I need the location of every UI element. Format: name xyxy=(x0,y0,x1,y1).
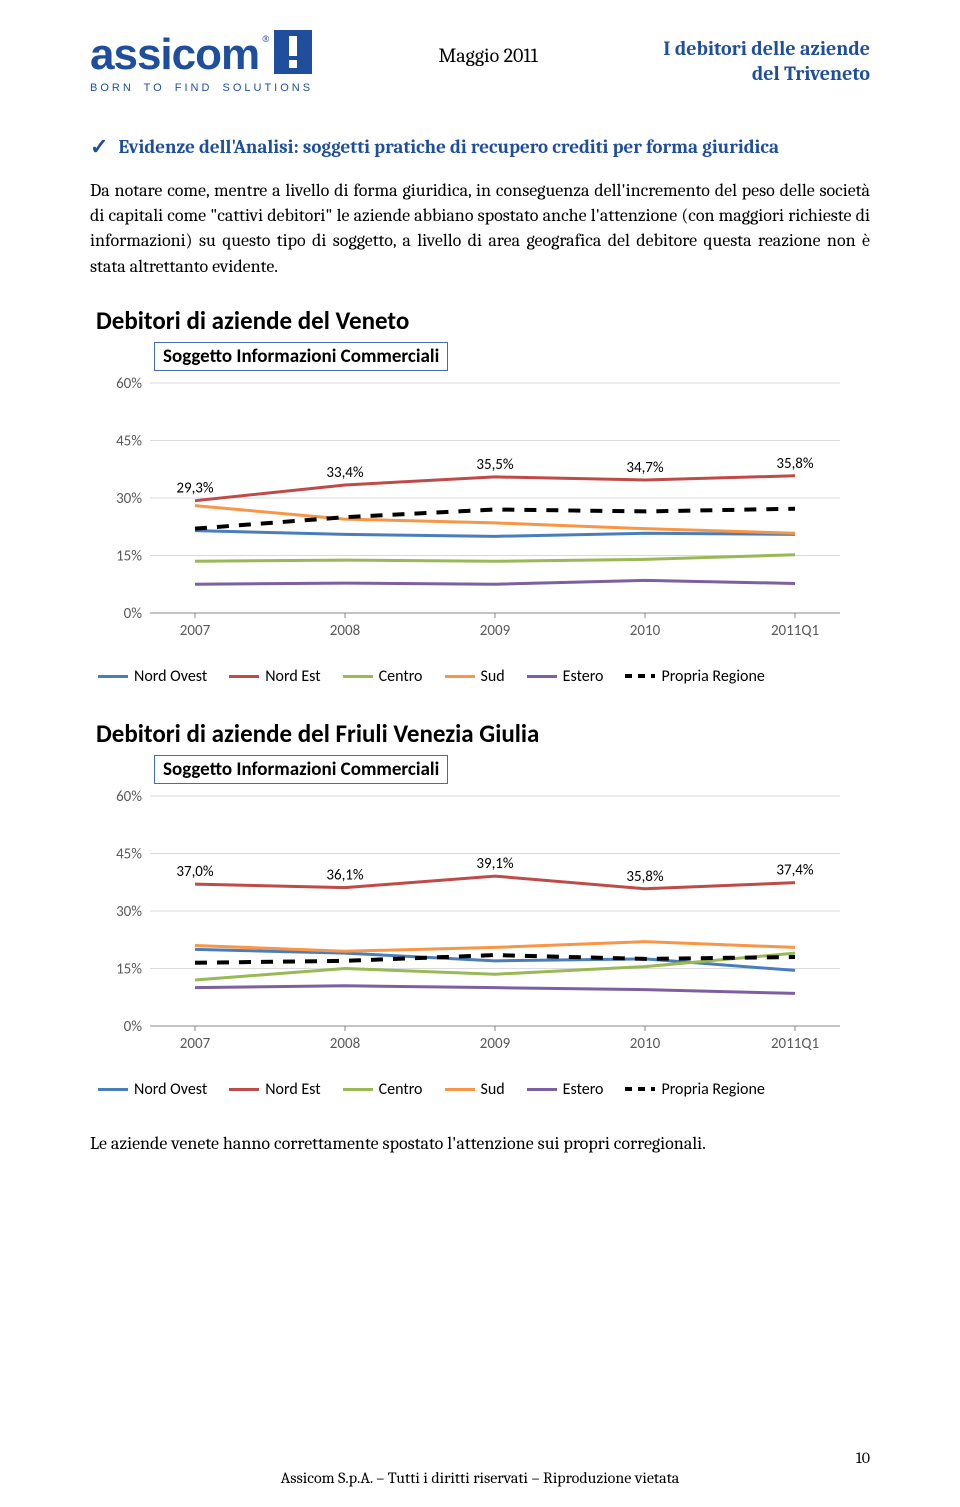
svg-text:60%: 60% xyxy=(116,788,142,806)
legend-label: Sud xyxy=(481,667,505,686)
legend-label: Centro xyxy=(379,1080,423,1099)
chart-fvg: Debitori di aziende del Friuli Venezia G… xyxy=(90,718,870,1103)
logo-text: assicom xyxy=(90,30,259,80)
legend-label: Nord Est xyxy=(265,1080,320,1099)
svg-text:35,5%: 35,5% xyxy=(476,456,514,474)
legend-item: Nord Ovest xyxy=(98,667,207,686)
svg-text:2007: 2007 xyxy=(180,622,211,640)
chart1-subtitle: Soggetto Informazioni Commerciali xyxy=(154,342,448,371)
svg-text:33,4%: 33,4% xyxy=(326,464,364,482)
legend-swatch xyxy=(527,1088,557,1091)
legend-label: Centro xyxy=(379,667,423,686)
svg-text:39,1%: 39,1% xyxy=(476,855,514,873)
legend-swatch xyxy=(527,675,557,678)
svg-text:60%: 60% xyxy=(116,375,142,393)
legend-swatch xyxy=(343,675,373,678)
chart2-legend: Nord Ovest Nord Est Centro Sud Estero Propria… xyxy=(90,1076,870,1103)
page-header: assicom ® BORN TO FIND SOLUTIONS Maggio … xyxy=(90,30,870,94)
svg-text:2008: 2008 xyxy=(330,622,360,640)
svg-text:0%: 0% xyxy=(124,1018,143,1036)
legend-label: Nord Est xyxy=(265,667,320,686)
chart1-svg: 0% 15% 30% 45% 60% 2007 2008 2009 2010 2011Q1 29,3… xyxy=(90,373,860,663)
legend-swatch xyxy=(229,675,259,678)
chart2-subtitle: Soggetto Informazioni Commerciali xyxy=(154,755,448,784)
logo-registered: ® xyxy=(261,32,270,45)
svg-text:2011Q1: 2011Q1 xyxy=(771,622,819,640)
legend-item: Estero xyxy=(527,1080,604,1099)
legend-swatch xyxy=(98,675,128,678)
legend-label: Estero xyxy=(563,667,604,686)
footer: 10 Assicom S.p.A. – Tutti i diritti rise… xyxy=(90,1469,870,1487)
legend-label: Sud xyxy=(481,1080,505,1099)
svg-text:2010: 2010 xyxy=(630,622,661,640)
svg-text:45%: 45% xyxy=(116,845,142,863)
chart2-title: Debitori di aziende del Friuli Venezia G… xyxy=(90,718,870,749)
svg-text:0%: 0% xyxy=(124,605,143,623)
svg-text:30%: 30% xyxy=(116,490,142,508)
legend-label: Propria Regione xyxy=(661,667,764,686)
legend-swatch xyxy=(98,1088,128,1091)
logo: assicom ® BORN TO FIND SOLUTIONS xyxy=(90,30,313,94)
svg-text:45%: 45% xyxy=(116,432,142,450)
logo-tagline: BORN TO FIND SOLUTIONS xyxy=(90,82,313,94)
svg-text:35,8%: 35,8% xyxy=(776,455,814,473)
svg-text:2011Q1: 2011Q1 xyxy=(771,1035,819,1053)
svg-text:2009: 2009 xyxy=(480,622,511,640)
chart1-legend: Nord Ovest Nord Est Centro Sud Estero Propria… xyxy=(90,663,870,690)
chart-veneto: Debitori di aziende del Veneto Soggetto … xyxy=(90,305,870,690)
legend-item: Propria Regione xyxy=(625,1080,764,1099)
legend-swatch xyxy=(343,1088,373,1091)
legend-swatch xyxy=(625,1087,655,1091)
legend-swatch xyxy=(229,1088,259,1091)
legend-item: Sud xyxy=(445,1080,505,1099)
legend-item: Centro xyxy=(343,1080,423,1099)
svg-text:30%: 30% xyxy=(116,903,142,921)
legend-item: Nord Est xyxy=(229,667,320,686)
svg-text:2010: 2010 xyxy=(630,1035,661,1053)
header-date: Maggio 2011 xyxy=(439,44,538,67)
legend-item: Estero xyxy=(527,667,604,686)
legend-item: Sud xyxy=(445,667,505,686)
legend-label: Estero xyxy=(563,1080,604,1099)
svg-text:29,3%: 29,3% xyxy=(176,479,214,497)
closing-paragraph: Le aziende venete hanno correttamente sp… xyxy=(90,1131,870,1156)
chart2-svg: 0% 15% 30% 45% 60% 2007 2008 2009 2010 2011Q1 37,0… xyxy=(90,786,860,1076)
legend-swatch xyxy=(445,675,475,678)
svg-text:2007: 2007 xyxy=(180,1035,211,1053)
legend-swatch xyxy=(445,1088,475,1091)
svg-text:2008: 2008 xyxy=(330,1035,360,1053)
section-title: ✓ Evidenze dell'Analisi: soggetti pratic… xyxy=(90,134,870,160)
svg-text:37,4%: 37,4% xyxy=(776,861,814,879)
svg-text:35,8%: 35,8% xyxy=(626,868,664,886)
legend-item: Nord Est xyxy=(229,1080,320,1099)
legend-label: Nord Ovest xyxy=(134,667,207,686)
footer-text: Assicom S.p.A. – Tutti i diritti riserva… xyxy=(281,1469,680,1487)
svg-text:34,7%: 34,7% xyxy=(626,459,664,477)
legend-item: Centro xyxy=(343,667,423,686)
intro-paragraph: Da notare come, mentre a livello di form… xyxy=(90,178,870,279)
legend-swatch xyxy=(625,674,655,678)
header-title: I debitori delle aziende del Triveneto xyxy=(663,36,870,86)
chart1-title: Debitori di aziende del Veneto xyxy=(90,305,870,336)
svg-text:37,0%: 37,0% xyxy=(176,863,214,881)
svg-text:15%: 15% xyxy=(116,547,142,565)
svg-text:36,1%: 36,1% xyxy=(326,866,364,884)
legend-label: Nord Ovest xyxy=(134,1080,207,1099)
legend-item: Nord Ovest xyxy=(98,1080,207,1099)
logo-exclamation-icon xyxy=(274,30,312,74)
svg-text:2009: 2009 xyxy=(480,1035,511,1053)
legend-item: Propria Regione xyxy=(625,667,764,686)
check-icon: ✓ xyxy=(90,134,108,160)
svg-text:15%: 15% xyxy=(116,960,142,978)
legend-label: Propria Regione xyxy=(661,1080,764,1099)
section-title-text: Evidenze dell'Analisi: soggetti pratiche… xyxy=(118,136,779,158)
page-number: 10 xyxy=(856,1449,870,1467)
